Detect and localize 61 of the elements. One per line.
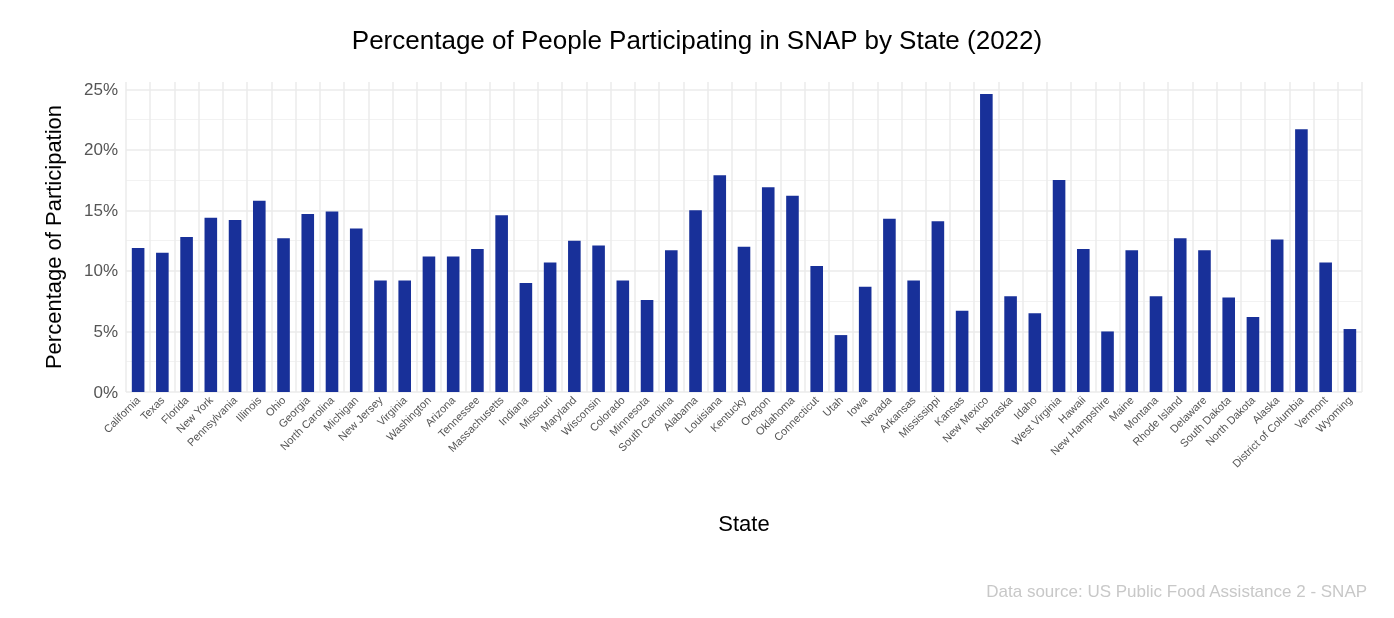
- bar: [907, 280, 920, 392]
- bar: [761, 187, 775, 392]
- chart-title: Percentage of People Participating in SNAP by State (2022): [351, 25, 1043, 55]
- bar: [1125, 250, 1139, 392]
- y-tick-label: 0%: [93, 382, 118, 402]
- bar: [1319, 262, 1332, 392]
- bar: [568, 240, 581, 392]
- bar: [786, 195, 799, 392]
- bar: [180, 237, 193, 392]
- bar: [858, 286, 872, 392]
- bar: [955, 310, 969, 392]
- y-tick-label: 15%: [83, 200, 118, 220]
- bar: [737, 246, 751, 392]
- bar: [810, 266, 824, 392]
- bar: [156, 252, 169, 392]
- bar: [1198, 250, 1211, 392]
- y-tick-label: 20%: [83, 140, 118, 160]
- bar: [325, 211, 339, 392]
- bar: [713, 175, 727, 392]
- bar: [1343, 329, 1357, 392]
- bar: [1076, 249, 1090, 392]
- bar: [1052, 180, 1066, 392]
- bar: [689, 210, 702, 392]
- bar: [1101, 331, 1114, 392]
- bar: [252, 200, 266, 392]
- bar: [834, 335, 848, 392]
- bar: [495, 215, 508, 392]
- bar: [1173, 238, 1187, 392]
- bar: [228, 220, 242, 392]
- bar: [301, 213, 315, 392]
- bar: [616, 280, 630, 392]
- x-tick-label: Utah: [820, 393, 846, 419]
- bar: [277, 238, 290, 392]
- bar: [592, 245, 605, 392]
- bar: [204, 217, 218, 392]
- bar: [1149, 296, 1163, 392]
- bar: [471, 249, 484, 392]
- bar: [883, 218, 896, 392]
- bar: [931, 221, 945, 392]
- bar: [1004, 296, 1017, 392]
- bar: [1246, 316, 1260, 392]
- bar: [980, 94, 993, 392]
- bar: [543, 262, 557, 392]
- bar: [374, 280, 387, 392]
- bar: [131, 247, 145, 392]
- bar: [1028, 313, 1042, 392]
- bar: [664, 250, 678, 392]
- y-tick-label: 10%: [83, 261, 118, 281]
- bar: [1222, 297, 1236, 392]
- y-tick-label: 5%: [93, 321, 118, 341]
- bar: [1295, 129, 1308, 392]
- bar: [422, 256, 436, 392]
- y-tick-label: 25%: [83, 79, 118, 99]
- x-axis-title: State: [718, 510, 770, 536]
- bar: [640, 299, 654, 392]
- bar: [398, 280, 412, 392]
- bar: [349, 228, 363, 392]
- y-axis-title: Percentage of Participation: [40, 104, 66, 370]
- bar: [519, 283, 533, 392]
- bar: [1270, 239, 1284, 392]
- bar: [446, 256, 460, 392]
